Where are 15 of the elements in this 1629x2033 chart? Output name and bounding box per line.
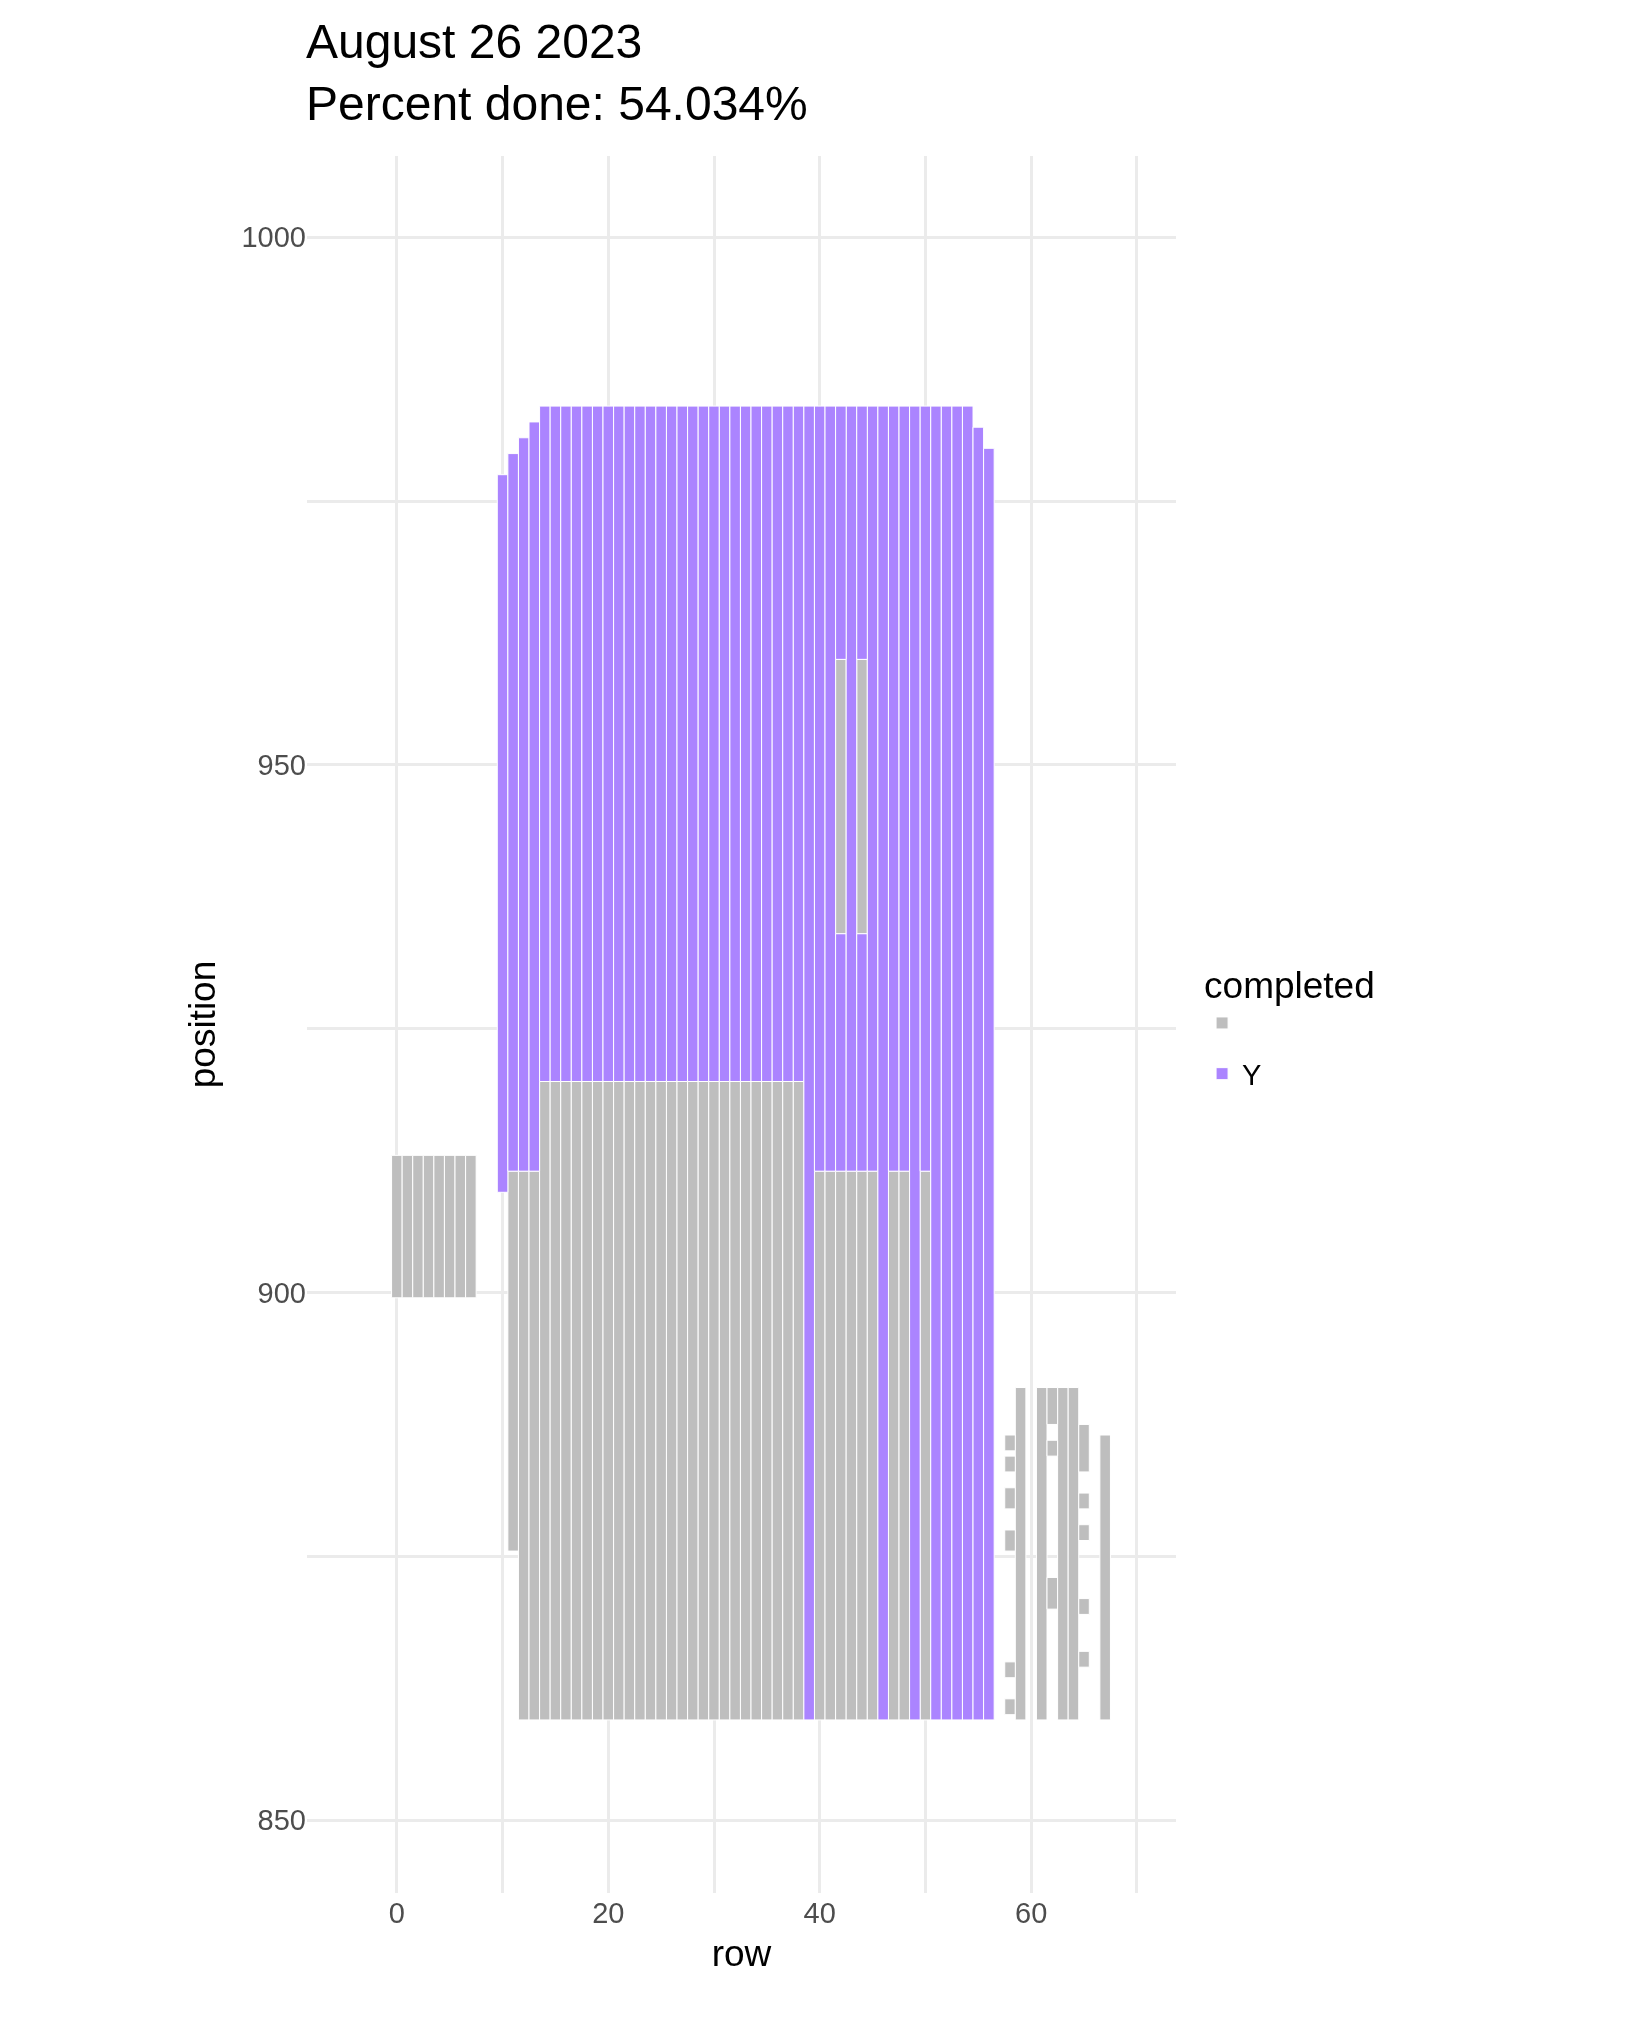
x-tick-label: 60	[1015, 1897, 1048, 1929]
legend-title: completed	[1204, 964, 1375, 1006]
bar	[1099, 1434, 1111, 1721]
y-tick-label: 950	[257, 749, 306, 782]
y-tick-label: 850	[257, 1804, 306, 1837]
y-tick-label: 900	[257, 1276, 306, 1309]
x-tick-label: 0	[388, 1897, 405, 1929]
x-tick-label: 40	[803, 1897, 836, 1929]
y-axis-title: position	[182, 960, 224, 1089]
x-axis-title: row	[711, 1933, 772, 1975]
legend-label: Y	[1242, 1058, 1262, 1091]
chart-subtitle: Percent done: 54.034%	[306, 77, 808, 130]
chart-title: August 26 2023	[306, 14, 643, 68]
x-tick-label: 20	[592, 1897, 625, 1929]
y-tick-label: 1000	[241, 221, 306, 254]
